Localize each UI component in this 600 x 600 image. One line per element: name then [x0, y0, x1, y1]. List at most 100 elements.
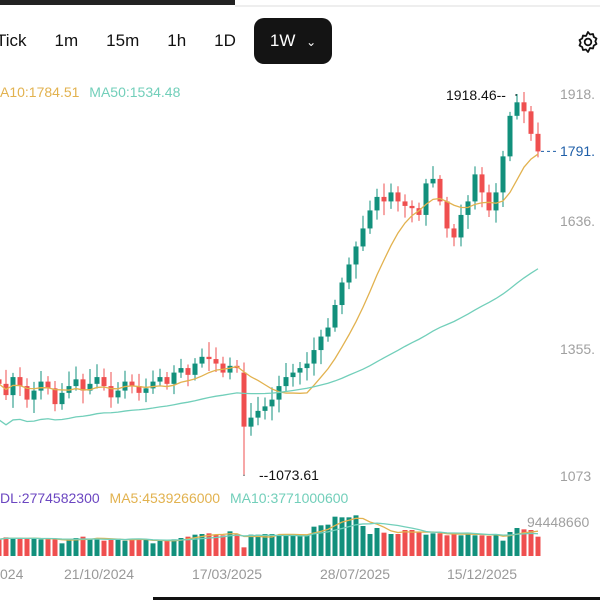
- candle-body: [514, 102, 520, 116]
- volume-bar: [129, 538, 135, 556]
- candle-body: [472, 174, 478, 202]
- price-axis-label: 1636.: [560, 213, 596, 229]
- candle-body: [521, 102, 527, 112]
- candle-body: [325, 327, 331, 337]
- volume-bar: [465, 532, 471, 556]
- volume-bar: [360, 526, 366, 556]
- volume-bar: [206, 533, 212, 556]
- candle-body: [353, 246, 359, 265]
- candle-body: [409, 205, 415, 209]
- candle-body: [269, 399, 275, 407]
- date-label: 21/10/2024: [64, 566, 135, 582]
- volume-bar: [514, 528, 520, 556]
- volume-bar: [381, 532, 387, 556]
- volume-bar: [59, 543, 65, 556]
- volume-bar: [80, 536, 86, 556]
- candle-body: [374, 196, 380, 211]
- tab-1h[interactable]: 1h: [167, 31, 187, 50]
- volume-bar: [325, 524, 331, 556]
- date-label: 28/07/2025: [320, 566, 391, 582]
- volume-bar: [87, 538, 93, 556]
- volume-bar: [248, 534, 254, 556]
- volume-bar: [402, 530, 408, 556]
- candle-body: [178, 368, 184, 373]
- tab-1w[interactable]: 1W ⌄: [253, 18, 333, 64]
- candle-body: [507, 115, 513, 157]
- candle-body: [150, 381, 156, 389]
- interval-tabs: Tick 1m 15m 1h 1D 1W ⌄: [0, 18, 333, 64]
- candle-body: [115, 390, 121, 398]
- volume-bar: [283, 534, 289, 556]
- volume-bar: [220, 535, 226, 556]
- candle-body: [444, 201, 450, 229]
- volume-bar: [500, 540, 506, 556]
- volume-bar: [227, 531, 233, 556]
- ma10-value: A10:1784.51: [0, 84, 80, 100]
- candle-body: [458, 214, 464, 238]
- candle-body: [311, 350, 317, 364]
- date-label: 15/12/2025: [447, 566, 518, 582]
- volume-bar: [521, 529, 527, 556]
- volume-bar: [318, 525, 324, 556]
- volume-bar: [101, 540, 107, 556]
- tab-tick[interactable]: Tick: [0, 31, 27, 50]
- volume-bar: [45, 538, 51, 556]
- gear-icon[interactable]: [576, 30, 600, 54]
- candle-body: [381, 196, 387, 202]
- candle-body: [0, 379, 2, 384]
- candle-body: [164, 377, 170, 384]
- tab-1w-label: 1W: [269, 31, 296, 50]
- candle-body: [360, 228, 366, 247]
- tab-15m[interactable]: 15m: [106, 31, 140, 50]
- volume-bar: [437, 533, 443, 556]
- candle-body: [297, 368, 303, 373]
- volume-bar: [311, 526, 317, 556]
- volume-bar: [472, 535, 478, 556]
- candle-body: [108, 386, 114, 398]
- volume-bar: [52, 539, 58, 556]
- candle-body: [402, 201, 408, 206]
- volume-bar: [458, 535, 464, 556]
- date-label: 17/03/2025: [192, 566, 263, 582]
- volume-bar: [535, 536, 541, 556]
- volume-bar: [528, 530, 534, 556]
- volume-bar: [73, 538, 79, 556]
- volume-bar: [10, 538, 16, 556]
- top-divider: [235, 5, 600, 7]
- date-label: 024: [0, 566, 24, 582]
- candle-body: [339, 282, 345, 306]
- tab-1d[interactable]: 1D: [214, 31, 236, 50]
- candle-body: [80, 379, 86, 391]
- candle-body: [395, 192, 401, 202]
- candle-body: [451, 228, 457, 238]
- candle-body: [52, 388, 58, 405]
- candle-body: [227, 365, 233, 373]
- candle-body: [199, 356, 205, 364]
- candle-body: [437, 178, 443, 202]
- candle-body: [500, 156, 506, 193]
- candle-body: [24, 386, 30, 400]
- volume-bar: [493, 534, 499, 556]
- volume-bar: [339, 517, 345, 556]
- candle-body: [241, 372, 247, 427]
- candle-body: [388, 192, 394, 202]
- volume-bar: [234, 534, 240, 556]
- volume-bar: [346, 517, 352, 556]
- volume-bar: [262, 534, 268, 556]
- chevron-down-icon: ⌄: [306, 35, 317, 49]
- volume-bar: [213, 534, 219, 556]
- volume-bar: [157, 540, 163, 556]
- volume-bar: [507, 532, 513, 556]
- volume-bar: [255, 534, 261, 556]
- volume-bar: [31, 538, 37, 556]
- candle-body: [318, 336, 324, 351]
- volume-ma10-line: [0, 522, 539, 541]
- volume-bar: [66, 540, 72, 556]
- volume-bar: [416, 532, 422, 556]
- tab-1m[interactable]: 1m: [54, 31, 79, 50]
- candle-body: [213, 359, 219, 364]
- max-price-value: 1918.46: [446, 87, 497, 103]
- volume-bar: [451, 533, 457, 556]
- volume-ma10-value: MA10:3771000600: [229, 490, 349, 506]
